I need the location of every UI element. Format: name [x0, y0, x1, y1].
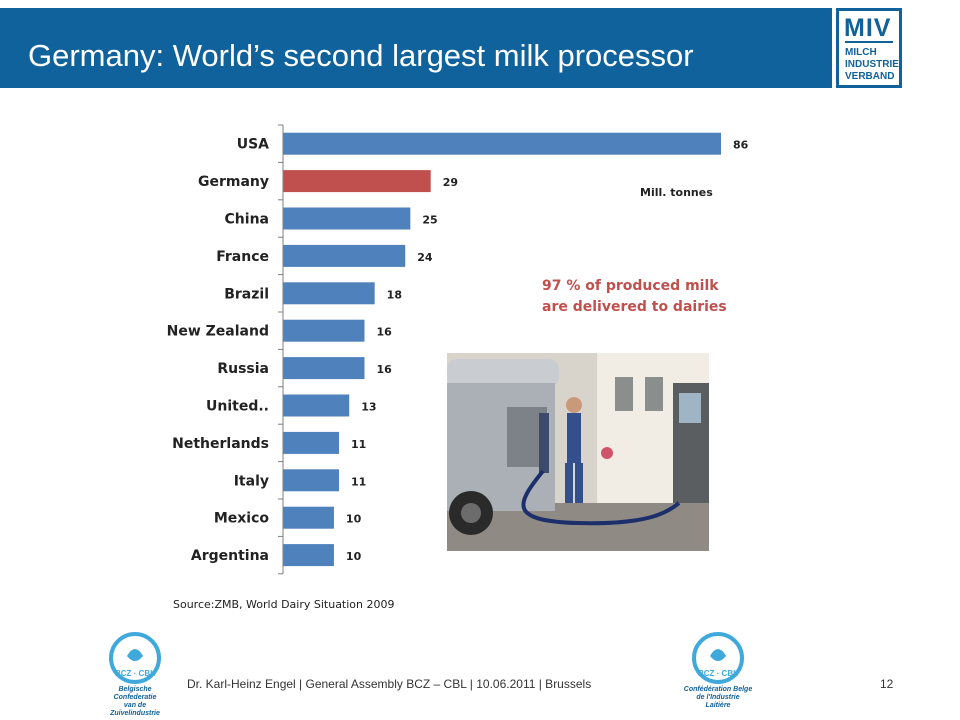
data-label: 13 [361, 401, 376, 414]
data-label: 11 [351, 475, 366, 488]
bcz-logo-left: BCZ · CBL Belgische Confederatie van de … [100, 632, 170, 718]
category-label: Brazil [224, 286, 269, 302]
category-label: Mexico [214, 511, 270, 527]
source-note: Source:ZMB, World Dairy Situation 2009 [173, 598, 395, 611]
data-label: 10 [346, 550, 362, 563]
unit-label: Mill. tonnes [640, 186, 713, 199]
category-label: New Zealand [167, 324, 269, 340]
data-label: 29 [443, 176, 458, 189]
footer-text: Dr. Karl-Heinz Engel | General Assembly … [187, 677, 592, 691]
data-label: 16 [376, 363, 392, 376]
right-logo-caption-1: Confédération Belge [683, 686, 753, 693]
header-bar: Germany: World’s second largest milk pro… [0, 8, 832, 88]
bcz-badge-text: BCZ · CBL [698, 669, 738, 678]
bar [283, 469, 340, 492]
category-label: Argentina [191, 548, 269, 564]
data-label: 86 [733, 139, 749, 152]
slide-title: Germany: World’s second largest milk pro… [28, 38, 694, 73]
category-label: France [216, 249, 269, 265]
left-logo-caption-2: van de Zuivelindustrie [110, 702, 160, 717]
bar [283, 431, 340, 454]
bar [283, 282, 375, 305]
bcz-badge-icon: BCZ · CBL [692, 632, 744, 684]
bar [283, 506, 334, 529]
bar [283, 394, 350, 417]
bar [283, 544, 334, 567]
bcz-badge-icon: BCZ · CBL [109, 632, 161, 684]
category-label: Netherlands [172, 436, 269, 452]
category-label: Italy [234, 473, 269, 489]
delivery-note: 97 % of produced milk are delivered to d… [542, 276, 727, 318]
bar [283, 244, 406, 267]
left-logo-caption-1: Belgische Confederatie [113, 686, 157, 701]
data-label: 10 [346, 513, 362, 526]
category-label: Russia [217, 361, 269, 377]
data-label: 24 [417, 251, 433, 264]
logo-line1: MILCH [845, 47, 877, 58]
logo-name: MIV [844, 14, 892, 42]
milk-truck-photo [447, 353, 709, 551]
bcz-logo-right: BCZ · CBL Confédération Belge de l'Indus… [683, 632, 753, 710]
bar [283, 170, 431, 193]
category-label: Germany [198, 174, 269, 190]
data-label: 25 [422, 214, 437, 227]
category-label: USA [237, 137, 269, 153]
note-line-1: 97 % of produced milk [542, 278, 719, 294]
category-label: United.. [206, 399, 269, 415]
bar [283, 357, 365, 380]
logo-line3: VERBAND [845, 71, 895, 82]
data-label: 11 [351, 438, 366, 451]
miv-logo: MIV MILCH INDUSTRIE VERBAND [836, 8, 902, 88]
data-label: 16 [376, 326, 392, 339]
bcz-badge-text: BCZ · CBL [115, 669, 155, 678]
logo-line2: INDUSTRIE [845, 59, 899, 70]
category-label: China [225, 212, 269, 228]
data-label: 18 [387, 288, 402, 301]
bar [283, 207, 411, 230]
bar [283, 132, 721, 155]
logo-divider [845, 41, 893, 43]
right-logo-caption-2: de l'Industrie Laitière [696, 694, 740, 709]
bar [283, 319, 365, 342]
note-line-2: are delivered to dairies [542, 299, 727, 315]
page-number: 12 [880, 677, 894, 691]
